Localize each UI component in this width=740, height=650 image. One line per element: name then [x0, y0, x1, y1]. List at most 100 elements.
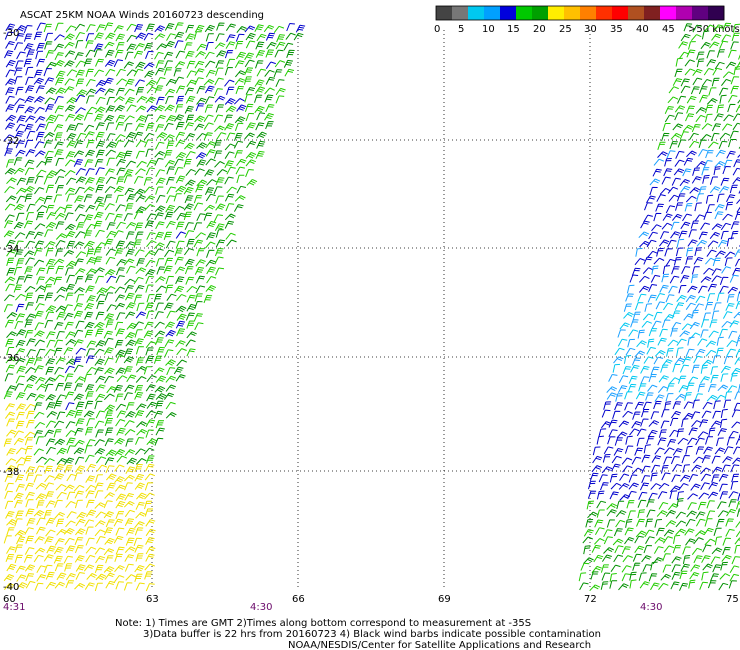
wind-barb [648, 373, 657, 383]
wind-barb [105, 519, 115, 528]
wind-barb [254, 79, 265, 87]
wind-barb [166, 33, 176, 41]
wind-barb [205, 259, 216, 267]
wind-barb [206, 249, 215, 258]
wind-barb [114, 464, 125, 472]
wind-barb [674, 357, 685, 365]
wind-barb [14, 554, 23, 564]
wind-barb [676, 193, 686, 202]
wind-barb [25, 580, 36, 589]
wind-barb [56, 528, 67, 536]
wind-barb [23, 455, 32, 464]
wind-barb [639, 482, 650, 491]
wind-barb [35, 482, 47, 490]
wind-barb [65, 151, 76, 159]
wind-barb [639, 285, 650, 293]
wind-barb [729, 565, 740, 574]
wind-barb [66, 437, 76, 446]
wind-barb [5, 553, 15, 562]
wind-barb [683, 412, 694, 420]
wind-barb [135, 437, 144, 445]
wind-barb [105, 49, 115, 58]
wind-barb [186, 348, 196, 357]
wind-barb [184, 230, 194, 238]
wind-barb [115, 367, 126, 375]
wind-barb [85, 88, 97, 96]
wind-barb [680, 221, 691, 230]
wind-barb [713, 527, 722, 536]
wind-barb [601, 466, 613, 474]
wind-barb [113, 59, 123, 68]
wind-barb [153, 410, 164, 419]
wind-barb [124, 420, 135, 428]
wind-barb [730, 76, 740, 85]
wind-barb [5, 78, 16, 86]
wind-barb [134, 249, 145, 257]
wind-barb [596, 490, 605, 500]
wind-barb [700, 41, 711, 50]
wind-barb [283, 42, 294, 51]
wind-barb [93, 256, 103, 265]
wind-barb [224, 98, 236, 105]
wind-barb [654, 537, 666, 544]
wind-barb [646, 346, 656, 355]
wind-barb [583, 529, 594, 537]
wind-barb [713, 166, 721, 176]
wind-barb [83, 194, 93, 203]
wind-barb [114, 321, 124, 331]
wind-barb [731, 556, 740, 565]
wind-barb [94, 448, 106, 455]
wind-barb [641, 555, 652, 563]
wind-barb [236, 185, 247, 194]
wind-barb [134, 285, 145, 293]
wind-barb [685, 256, 694, 265]
wind-barb [225, 41, 236, 49]
wind-barb [731, 32, 740, 42]
wind-barb [123, 169, 134, 177]
wind-barb [145, 79, 157, 87]
wind-barb [6, 527, 15, 536]
wind-barb [85, 391, 94, 400]
wind-barb [728, 430, 739, 439]
wind-barb [679, 330, 691, 338]
wind-barb [275, 79, 285, 88]
wind-barb [701, 79, 712, 87]
wind-barb [710, 132, 720, 142]
wind-barb [53, 555, 63, 564]
wind-barb [65, 358, 77, 365]
wind-barb [115, 484, 126, 492]
wind-barb [710, 420, 722, 428]
wind-barb [645, 536, 655, 544]
wind-barb [86, 418, 95, 427]
wind-barb [681, 323, 693, 331]
wind-barb [236, 26, 247, 34]
wind-barb [93, 211, 104, 220]
wind-barb [104, 438, 114, 447]
wind-barb [596, 500, 607, 509]
wind-barb [145, 384, 156, 392]
wind-barb [166, 176, 175, 186]
wind-barb [164, 40, 175, 49]
wind-barb [45, 517, 56, 526]
wind-barb [95, 79, 107, 87]
wind-barb [24, 285, 36, 293]
wind-barb [94, 439, 105, 447]
wind-barb [589, 472, 599, 481]
wind-barb [264, 69, 275, 77]
wind-barb [668, 285, 678, 294]
legend-label-40: 40 [636, 24, 649, 35]
wind-barb [45, 276, 56, 284]
wind-barb [632, 411, 641, 420]
wind-barb [701, 30, 710, 40]
wind-barb [16, 329, 27, 337]
wind-barb [630, 319, 639, 328]
wind-barb [126, 69, 138, 77]
wind-barb [676, 238, 685, 248]
wind-barb [194, 293, 203, 302]
wind-barb [706, 98, 718, 105]
wind-barb [186, 331, 197, 339]
wind-barb [173, 68, 182, 77]
wind-barb [85, 537, 95, 546]
wind-barb [144, 220, 155, 229]
wind-barb [711, 547, 723, 555]
